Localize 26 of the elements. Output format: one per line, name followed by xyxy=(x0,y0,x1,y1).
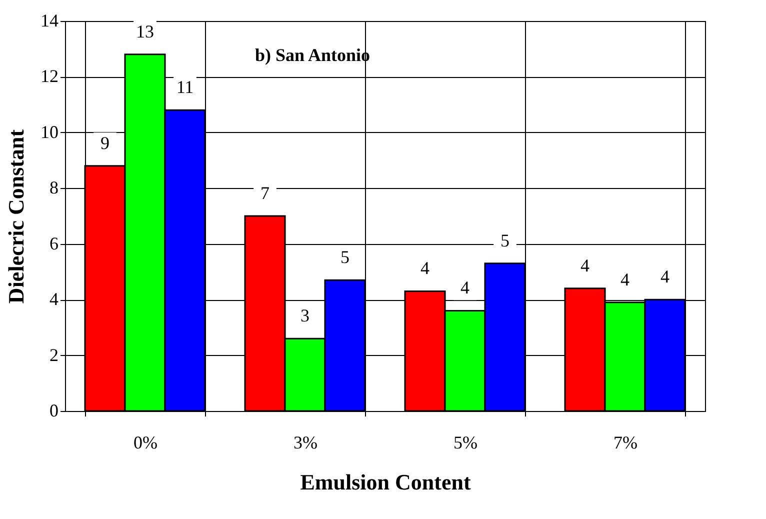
y-tick-label: 0 xyxy=(50,400,58,420)
x-tick-label: 3% xyxy=(294,432,318,452)
y-tick-label: 12 xyxy=(40,66,58,86)
y-tick-label: 14 xyxy=(40,10,58,30)
data-label: 5 xyxy=(500,230,510,250)
data-label: 4 xyxy=(580,255,590,276)
data-label: 4 xyxy=(420,258,430,278)
y-tick-label: 10 xyxy=(40,122,58,142)
data-label: 4 xyxy=(660,266,670,287)
x-tick-label: 7% xyxy=(614,432,638,452)
y-axis-title: Dielecric Constant xyxy=(4,128,28,304)
data-label: 11 xyxy=(176,77,194,98)
x-tick-label: 0% xyxy=(134,432,158,452)
data-label: 13 xyxy=(136,21,154,42)
data-label: 4 xyxy=(460,278,470,298)
data-label: 7 xyxy=(260,183,270,203)
x-axis-title: Emulsion Content xyxy=(300,470,472,494)
y-tick-label: 2 xyxy=(50,344,58,365)
data-label: 4 xyxy=(620,269,630,290)
data-label: 3 xyxy=(300,306,310,326)
data-label: 5 xyxy=(340,247,350,268)
x-tick-label: 5% xyxy=(454,432,478,452)
y-tick-label: 8 xyxy=(50,178,58,198)
y-tick-label: 6 xyxy=(50,233,58,254)
data-label: 9 xyxy=(100,132,110,153)
y-tick-label: 4 xyxy=(50,289,58,310)
